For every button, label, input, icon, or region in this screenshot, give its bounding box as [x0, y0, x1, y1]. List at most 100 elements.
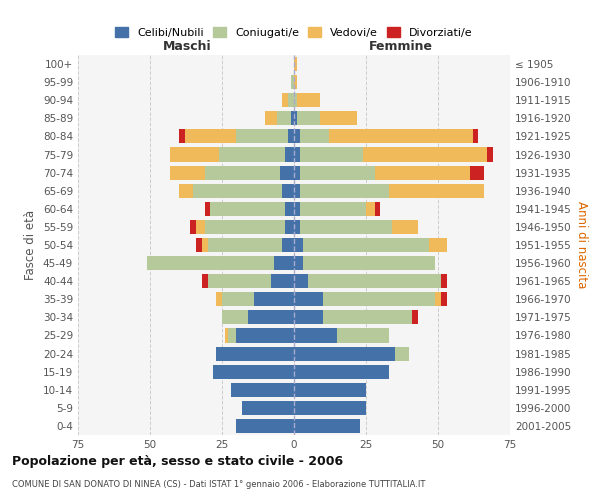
Bar — [294, 328, 337, 342]
Bar — [193, 184, 283, 198]
Bar — [300, 148, 363, 162]
Bar — [294, 310, 323, 324]
Bar — [297, 93, 320, 108]
Bar — [294, 184, 300, 198]
Bar — [147, 256, 274, 270]
Bar — [283, 93, 288, 108]
Bar — [320, 112, 358, 126]
Text: Popolazione per età, sesso e stato civile - 2006: Popolazione per età, sesso e stato civil… — [12, 455, 343, 468]
Bar — [208, 238, 283, 252]
Bar — [254, 292, 294, 306]
Bar — [179, 130, 185, 143]
Bar — [308, 274, 441, 288]
Bar — [300, 202, 366, 216]
Bar — [294, 346, 395, 360]
Bar — [286, 220, 294, 234]
Bar — [196, 220, 205, 234]
Bar — [286, 148, 294, 162]
Bar — [228, 328, 236, 342]
Bar — [211, 202, 286, 216]
Legend: Celibi/Nubili, Coniugati/e, Vedovi/e, Divorziati/e: Celibi/Nubili, Coniugati/e, Vedovi/e, Di… — [111, 22, 477, 42]
Bar — [222, 310, 248, 324]
Bar — [389, 184, 484, 198]
Bar — [219, 148, 286, 162]
Bar — [291, 75, 294, 89]
Bar — [487, 148, 493, 162]
Bar — [395, 346, 409, 360]
Bar — [222, 292, 254, 306]
Bar — [242, 401, 294, 415]
Bar — [294, 220, 300, 234]
Bar — [265, 112, 277, 126]
Bar — [473, 130, 478, 143]
Bar — [294, 112, 297, 126]
Bar — [366, 202, 374, 216]
Bar — [294, 274, 308, 288]
Bar — [236, 130, 288, 143]
Bar — [300, 220, 392, 234]
Bar — [208, 274, 271, 288]
Bar — [202, 238, 208, 252]
Bar — [225, 328, 228, 342]
Bar — [412, 310, 418, 324]
Bar — [248, 310, 294, 324]
Bar — [294, 93, 297, 108]
Bar — [179, 184, 193, 198]
Bar — [280, 166, 294, 179]
Bar — [185, 130, 236, 143]
Bar — [236, 419, 294, 433]
Bar — [294, 148, 300, 162]
Bar — [202, 274, 208, 288]
Bar — [196, 238, 202, 252]
Bar — [170, 166, 205, 179]
Bar — [323, 292, 435, 306]
Bar — [294, 382, 366, 397]
Bar — [374, 166, 470, 179]
Bar — [283, 238, 294, 252]
Bar — [190, 220, 196, 234]
Bar — [329, 130, 473, 143]
Bar — [363, 148, 487, 162]
Bar — [470, 166, 484, 179]
Bar — [205, 166, 280, 179]
Bar — [302, 256, 435, 270]
Bar — [205, 202, 211, 216]
Bar — [300, 130, 329, 143]
Bar — [300, 166, 374, 179]
Bar — [236, 328, 294, 342]
Bar — [337, 328, 389, 342]
Y-axis label: Fasce di età: Fasce di età — [25, 210, 37, 280]
Bar — [294, 401, 366, 415]
Bar — [205, 220, 286, 234]
Bar — [216, 292, 222, 306]
Bar — [441, 274, 446, 288]
Bar — [441, 292, 446, 306]
Bar — [374, 202, 380, 216]
Text: Maschi: Maschi — [163, 40, 212, 53]
Bar — [294, 292, 323, 306]
Bar — [435, 292, 441, 306]
Y-axis label: Anni di nascita: Anni di nascita — [575, 202, 588, 288]
Bar — [294, 419, 360, 433]
Bar — [230, 382, 294, 397]
Bar — [294, 202, 300, 216]
Bar — [294, 166, 300, 179]
Bar — [323, 310, 412, 324]
Bar — [294, 364, 389, 378]
Bar — [294, 238, 302, 252]
Text: Femmine: Femmine — [368, 40, 433, 53]
Bar — [294, 256, 302, 270]
Bar — [286, 202, 294, 216]
Bar — [294, 130, 300, 143]
Bar — [271, 274, 294, 288]
Bar — [294, 57, 297, 71]
Bar — [170, 148, 219, 162]
Bar — [274, 256, 294, 270]
Bar — [300, 184, 389, 198]
Text: COMUNE DI SAN DONATO DI NINEA (CS) - Dati ISTAT 1° gennaio 2006 - Elaborazione T: COMUNE DI SAN DONATO DI NINEA (CS) - Dat… — [12, 480, 425, 489]
Bar — [288, 93, 294, 108]
Bar — [392, 220, 418, 234]
Bar — [277, 112, 291, 126]
Bar — [216, 346, 294, 360]
Bar — [430, 238, 446, 252]
